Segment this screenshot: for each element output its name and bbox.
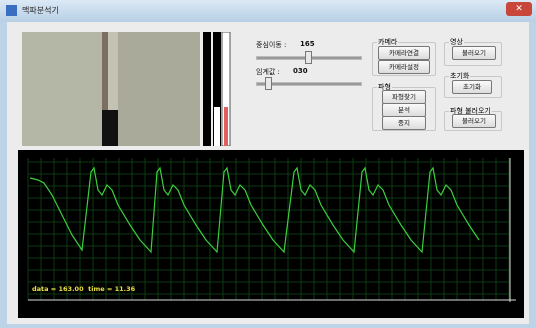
center-value: 165 bbox=[300, 40, 315, 48]
window: 맥파분석기 ✕ 중심이동 : 165 임계값 : 030 카메라 카메라연결 카… bbox=[0, 0, 536, 328]
center-slider[interactable] bbox=[256, 56, 362, 60]
threshold-value: 030 bbox=[293, 67, 308, 75]
button[interactable]: 불러오기 bbox=[452, 114, 496, 128]
button[interactable]: 불러오기 bbox=[452, 46, 496, 60]
button[interactable]: 초기화 bbox=[452, 80, 492, 94]
status-text: data = 163.00 time = 11.36 bbox=[32, 285, 135, 293]
title-bar: 맥파분석기 ✕ bbox=[0, 0, 536, 22]
button[interactable]: 분석 bbox=[382, 103, 426, 117]
button[interactable]: 파형찾기 bbox=[382, 90, 426, 104]
button[interactable]: 카메라설정 bbox=[378, 60, 430, 74]
close-button[interactable]: ✕ bbox=[506, 2, 532, 16]
threshold-slider[interactable] bbox=[256, 82, 362, 86]
camera-view bbox=[22, 32, 232, 146]
button[interactable]: 중지 bbox=[382, 116, 426, 130]
threshold-label: 임계값 : bbox=[256, 67, 280, 77]
window-title: 맥파분석기 bbox=[22, 5, 59, 16]
center-label: 중심이동 : bbox=[256, 40, 286, 50]
app-icon bbox=[6, 5, 17, 16]
button[interactable]: 카메라연결 bbox=[378, 46, 430, 60]
